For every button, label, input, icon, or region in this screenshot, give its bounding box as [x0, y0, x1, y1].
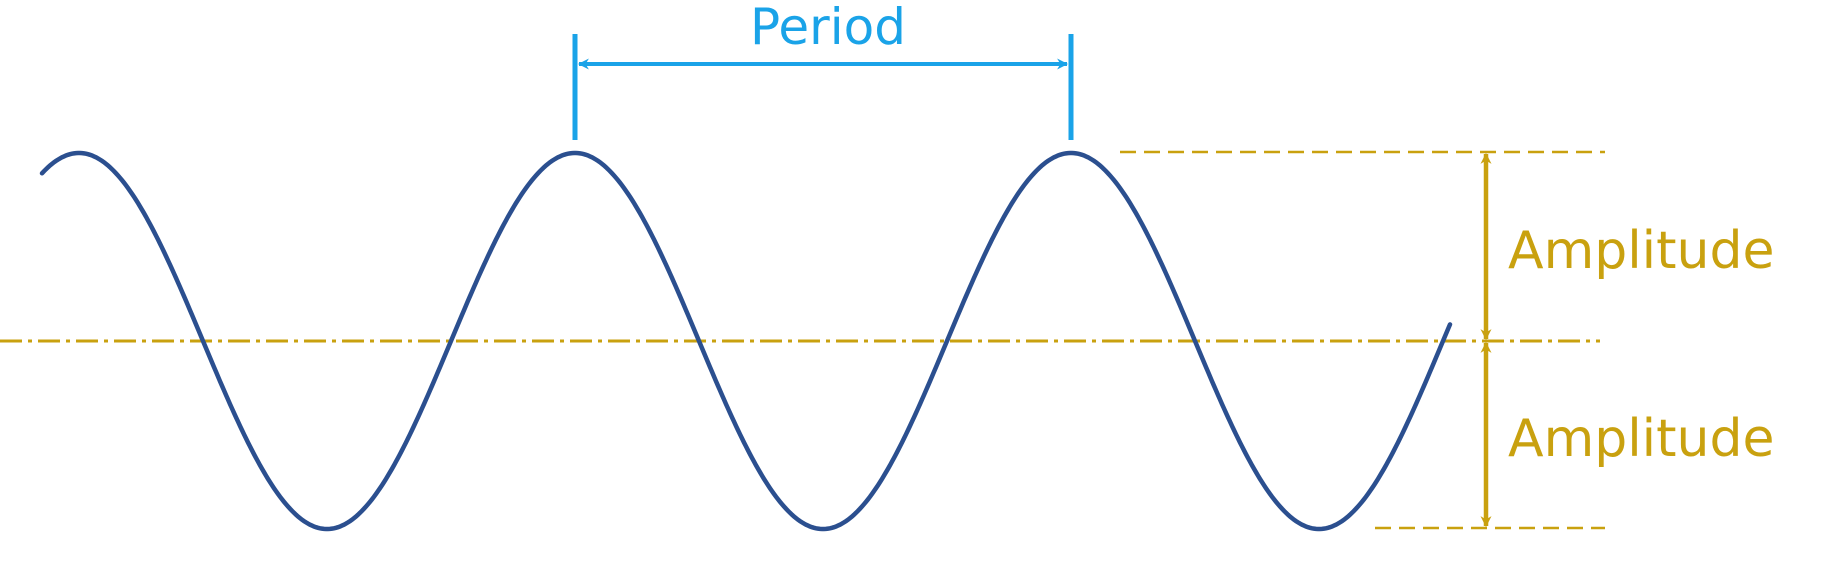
- amplitude-label-lower: Amplitude: [1508, 409, 1774, 469]
- period-label: Period: [750, 0, 906, 56]
- sine-wave: [39, 150, 1453, 532]
- amplitude-label-upper: Amplitude: [1508, 221, 1774, 281]
